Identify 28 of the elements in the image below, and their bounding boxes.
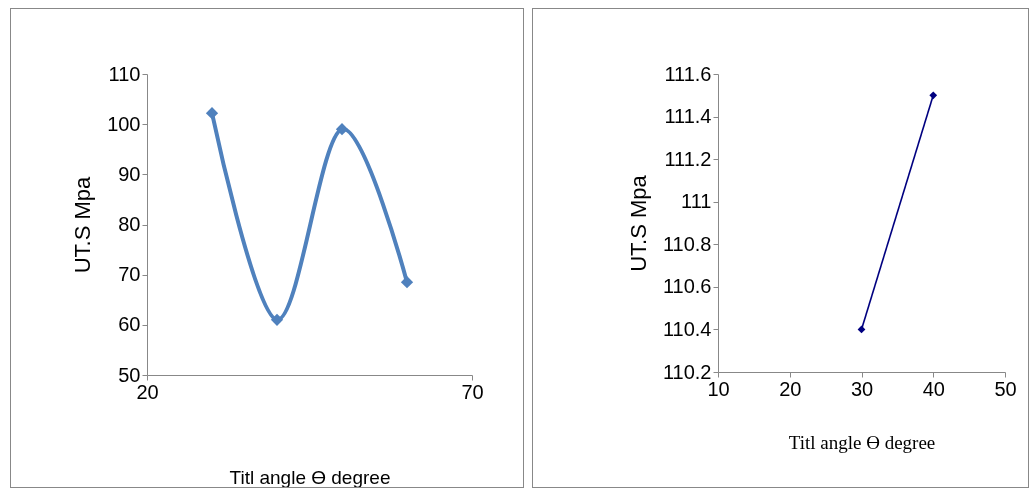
x-tick-label: 20 xyxy=(779,377,802,400)
y-tick-label: 110.2 xyxy=(662,360,712,383)
point xyxy=(270,313,284,326)
y-axis-title: UT.S Mpa xyxy=(70,175,96,274)
y-tick-label: 80 xyxy=(118,213,141,235)
y-tick-label: 111.6 xyxy=(664,62,712,85)
y-tick-label: 100 xyxy=(107,112,141,135)
y-tick-label: 110.4 xyxy=(662,317,712,340)
y-tick-label: 111.4 xyxy=(664,105,712,128)
x-axis-title: Titl angle ϴ degree xyxy=(229,466,391,488)
y-tick-label: 110.8 xyxy=(662,232,712,255)
y-axis-title: UT.S Mpa xyxy=(625,174,651,272)
x-axis-title: Titl angle ϴ degree xyxy=(788,431,936,453)
y-tick-label: 110 xyxy=(108,62,141,85)
y-tick-label: 60 xyxy=(118,313,141,336)
y-tick-label: 111.2 xyxy=(664,147,712,170)
y-tick-label: 111 xyxy=(681,190,712,213)
point xyxy=(400,276,414,289)
y-tick-label: 110.6 xyxy=(662,275,712,298)
y-tick-label: 90 xyxy=(118,162,141,185)
x-tick-label: 70 xyxy=(461,380,484,403)
point xyxy=(205,107,219,120)
point xyxy=(335,123,349,136)
x-tick-label: 40 xyxy=(922,377,945,400)
x-tick-label: 50 xyxy=(994,377,1017,400)
x-tick-label: 30 xyxy=(850,377,874,400)
y-tick-label: 50 xyxy=(118,363,141,386)
y-tick-label: 70 xyxy=(118,263,141,286)
